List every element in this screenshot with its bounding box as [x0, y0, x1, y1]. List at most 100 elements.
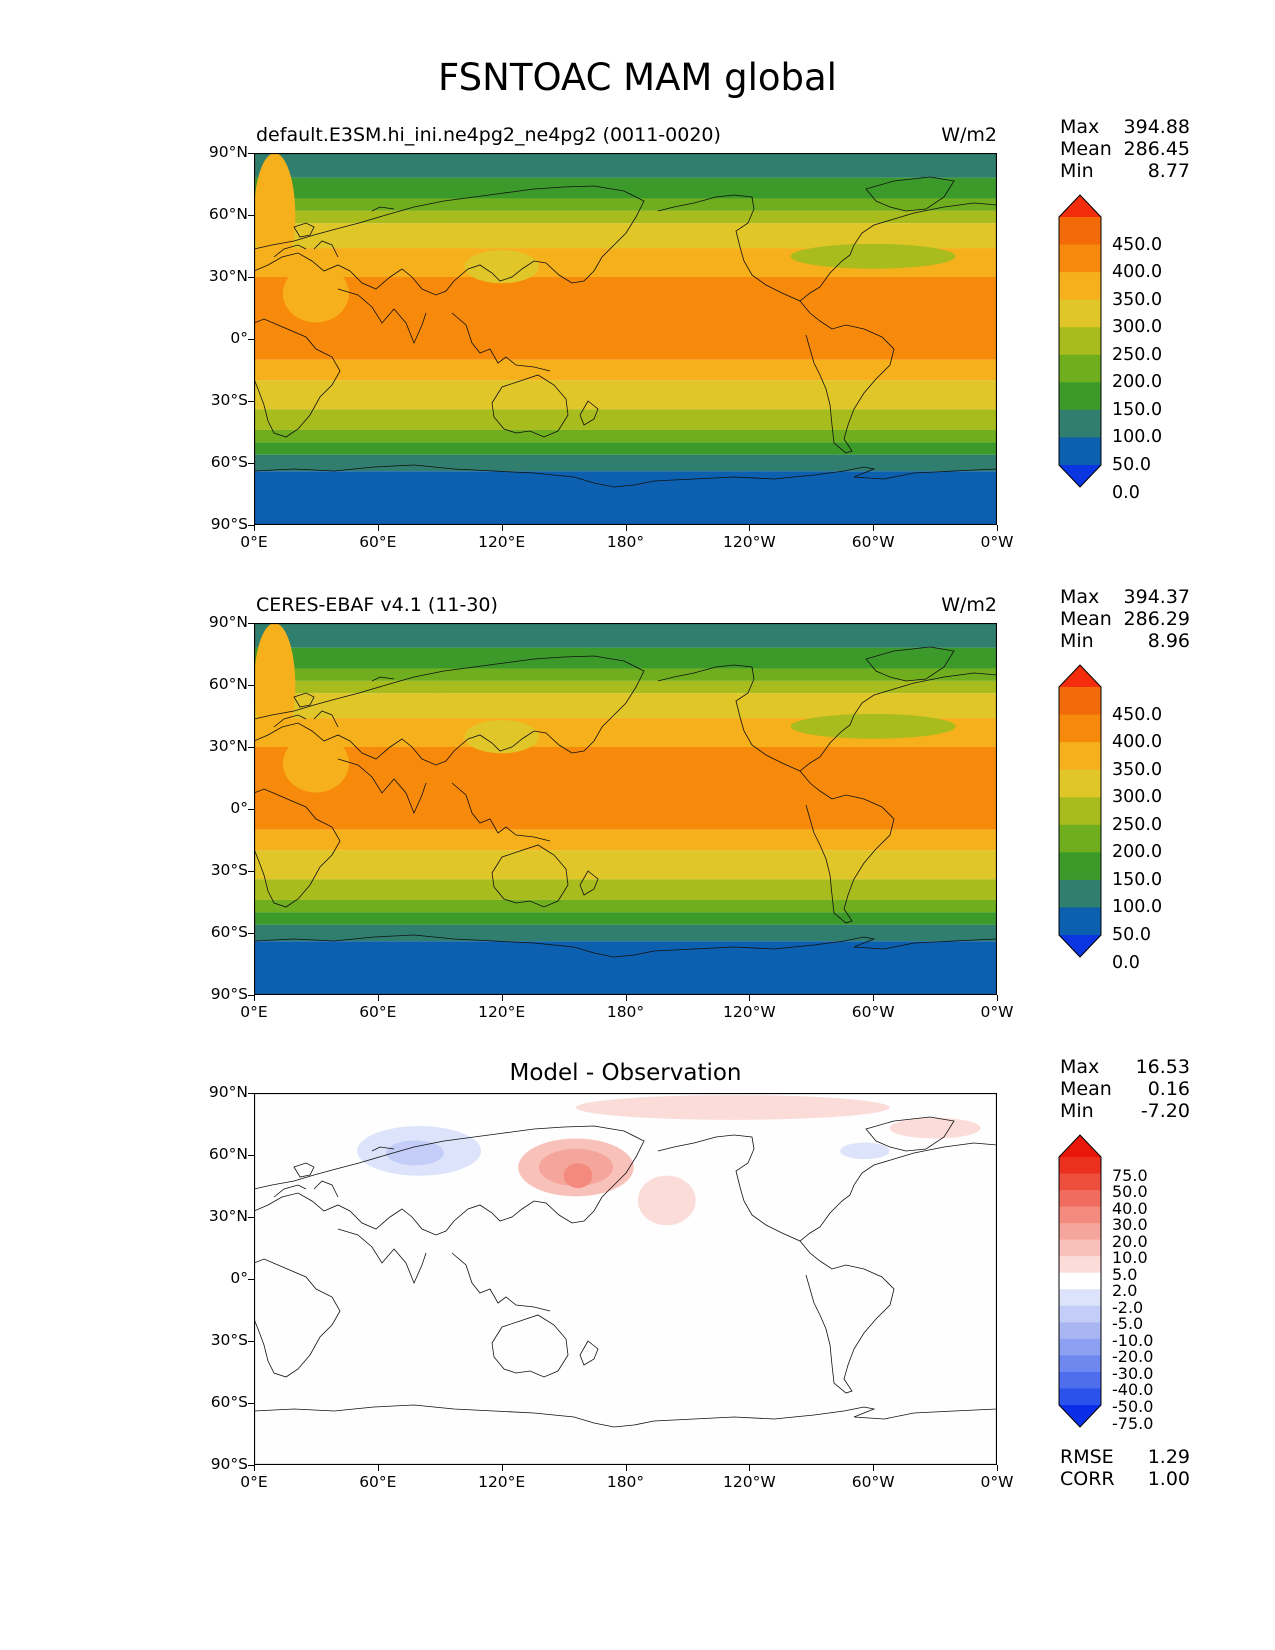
lon-tick-mark: [873, 525, 875, 531]
coastline-7: [799, 1240, 895, 1394]
colorbar-segment: [1059, 1371, 1101, 1389]
coastline-4: [491, 1314, 569, 1378]
lon-tick-mark: [749, 525, 751, 531]
coastline-6: [865, 176, 955, 212]
colorbar-outline: [1058, 664, 1102, 958]
difference-metrics: RMSE 1.29 CORR 1.00: [1060, 1446, 1190, 1490]
colorbar-segment: [1059, 1322, 1101, 1340]
panel-title: Model - Observation: [509, 1060, 742, 1086]
lon-tick-label: 120°W: [722, 1003, 776, 1021]
lon-tick-label: 180°: [606, 1473, 645, 1491]
field-band-9: [254, 409, 997, 430]
figure-title: FSNTOAC MAM global: [438, 56, 837, 99]
coastline-8: [254, 934, 997, 958]
colorbar-tick-label: 400.0: [1112, 262, 1163, 283]
colorbar-segment: [1059, 1157, 1101, 1175]
colorbar-segment: [1059, 907, 1101, 936]
lon-tick-label: 60°W: [851, 533, 895, 551]
lat-tick-label: 0°: [230, 329, 248, 347]
colorbar-segment: [1059, 1239, 1101, 1257]
coastline-0: [254, 1125, 645, 1236]
stat-name: Min: [1060, 1100, 1094, 1122]
colorbar-segment: [1059, 437, 1101, 466]
metric-row: RMSE 1.29: [1060, 1446, 1190, 1468]
colorbar-tick-label: 2.0: [1112, 1281, 1138, 1301]
colorbar-segment: [1059, 1388, 1101, 1406]
map-canvas: [254, 1093, 997, 1465]
coastline-7: [799, 770, 895, 924]
lon-tick-mark: [873, 995, 875, 1001]
stat-name: Mean: [1060, 138, 1112, 160]
coastline-7: [799, 300, 895, 454]
lon-tick-mark: [625, 995, 627, 1001]
colorbar-tick-label: 0.0: [1112, 952, 1140, 973]
lat-tick-mark: [248, 1465, 254, 1466]
field-band-0: [254, 153, 997, 178]
colorbar-segment: [1059, 299, 1101, 328]
colorbar-tick-label: -75.0: [1112, 1413, 1154, 1433]
stat-name: Min: [1060, 160, 1094, 182]
field-region-4: [377, 693, 502, 719]
coastline-5: [657, 194, 997, 302]
diff-region-5: [637, 1175, 696, 1226]
field-region-0: [282, 264, 349, 323]
coastline-8: [254, 464, 997, 488]
colorbar-tick-label: 450.0: [1112, 704, 1163, 725]
lat-tick-mark: [248, 933, 254, 934]
lon-tick-label: 60°E: [359, 1473, 397, 1491]
panel-label-left: CERES-EBAF v4.1 (11-30): [256, 594, 498, 616]
lon-tick-label: 120°E: [478, 533, 526, 551]
lon-tick-mark: [749, 1465, 751, 1471]
coastline-5: [657, 1134, 997, 1242]
metric-value: 1.29: [1147, 1446, 1190, 1468]
stat-name: Mean: [1060, 608, 1112, 630]
coastline-3: [451, 312, 551, 372]
field-region-3: [464, 250, 539, 284]
metric-value: 1.00: [1147, 1468, 1190, 1490]
colorbar-extend-max: [1059, 1135, 1101, 1157]
coastline-9: [273, 1184, 307, 1198]
panel-1: default.E3SM.hi_ini.ne4pg2_ne4pg2 (0011-…: [0, 116, 1275, 582]
lon-tick-mark: [997, 1465, 998, 1471]
stat-name: Max: [1060, 586, 1100, 608]
colorbar-tick-label: -20.0: [1112, 1347, 1154, 1367]
stat-value: -7.20: [1140, 1100, 1190, 1122]
colorbar-tick-label: 250.0: [1112, 344, 1163, 365]
colorbar-tick-label: -50.0: [1112, 1397, 1154, 1416]
lon-tick-mark: [377, 1465, 379, 1471]
field-band-13: [254, 471, 997, 525]
lat-tick-label: 0°: [230, 1269, 248, 1287]
colorbar-segment: [1059, 272, 1101, 301]
map-canvas: [254, 153, 997, 525]
lon-tick-label: 0°E: [240, 533, 268, 551]
coastline-1: [254, 788, 341, 908]
lat-tick-label: 30°S: [210, 1331, 248, 1349]
lon-tick-label: 0°W: [980, 533, 1014, 551]
lat-tick-label: 60°N: [208, 1145, 248, 1163]
coastline-4: [491, 844, 569, 908]
colorbar-tick-label: 50.0: [1112, 1182, 1148, 1202]
coastlines: [254, 1116, 997, 1428]
field-band-7: [254, 359, 997, 381]
colorbar-extend-min: [1059, 935, 1101, 957]
field-band-3: [254, 680, 997, 694]
colorbar-container: [1058, 664, 1102, 962]
lon-tick-label: 180°: [606, 1003, 645, 1021]
field-band-13: [254, 941, 997, 995]
coastline-3: [451, 782, 551, 842]
colorbar-segment: [1059, 1355, 1101, 1373]
colorbar-segment: [1059, 824, 1101, 853]
colorbar-tick-label: -30.0: [1112, 1363, 1154, 1383]
colorbar-container: [1058, 194, 1102, 492]
lon-tick-label: 60°W: [851, 1003, 895, 1021]
lat-tick-label: 90°S: [210, 985, 248, 1003]
coastline-13: [293, 692, 315, 708]
colorbar-segment: [1059, 714, 1101, 743]
lat-tick-mark: [248, 215, 254, 216]
stat-row: Max 394.88: [1060, 116, 1190, 138]
colorbar-segment: [1059, 1256, 1101, 1274]
field-region-0: [282, 734, 349, 793]
colorbar-tick-label: -10.0: [1112, 1330, 1154, 1350]
lat-tick-mark: [248, 1341, 254, 1342]
coastline-8: [254, 1404, 997, 1428]
